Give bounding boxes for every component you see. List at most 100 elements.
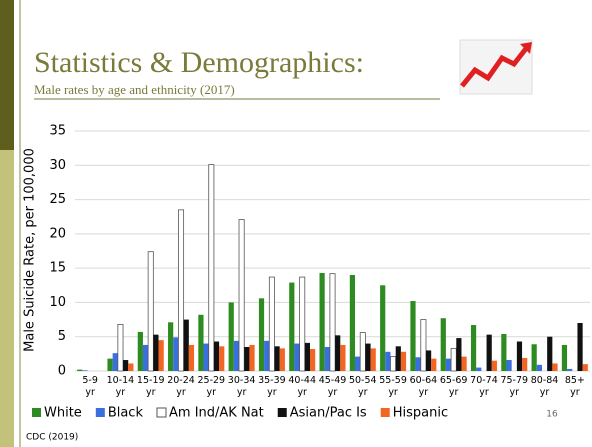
bar (567, 368, 573, 371)
bar (491, 360, 497, 371)
bar (380, 285, 386, 371)
legend-swatch (277, 408, 287, 417)
slide-subtitle: Male rates by age and ethnicity (2017) (34, 82, 235, 97)
bar (582, 364, 588, 371)
bar (506, 360, 512, 371)
legend-label: Black (108, 406, 144, 421)
x-tick-label: 70-74 yr (470, 375, 498, 398)
legend-label: Hispanic (393, 406, 448, 421)
x-tick-label: 60-64 yr (409, 375, 438, 398)
x-tick-label: 10-14 yr (106, 375, 135, 398)
trend-icon (459, 39, 533, 95)
x-tick-label: 35-39 yr (258, 375, 286, 398)
bar (461, 356, 467, 371)
x-tick-label: 85+ yr (564, 375, 585, 398)
bar (244, 347, 250, 371)
bar (188, 344, 195, 371)
bar (137, 331, 143, 371)
bar (208, 164, 215, 372)
bar (274, 346, 280, 371)
x-tick-label: 55-59 yr (379, 375, 407, 398)
y-tick-label: 20 (49, 226, 66, 241)
y-tick-label: 0 (58, 364, 66, 379)
bar (522, 357, 528, 371)
side-bar-light (0, 150, 14, 447)
bar (354, 356, 361, 371)
y-tick-label: 10 (49, 295, 66, 310)
bar (501, 333, 507, 371)
bar (395, 346, 401, 371)
bar (77, 369, 83, 371)
bar (359, 332, 366, 372)
bar (531, 344, 537, 371)
bar (365, 343, 371, 371)
y-tick-label: 30 (49, 158, 66, 173)
bar (470, 325, 477, 371)
bar (178, 209, 185, 372)
legend-label: Am Ind/AK Nat (169, 406, 264, 421)
side-bar-dark (0, 0, 14, 150)
bar (456, 338, 462, 371)
bar (128, 363, 134, 371)
y-tick-label: 5 (58, 329, 66, 344)
legend-label: Asian/Pac Is (290, 406, 367, 421)
slide-number: 16 (546, 410, 558, 420)
x-tick-label: 80-84 yr (530, 375, 559, 398)
bar (279, 348, 285, 371)
source: CDC (2019) (26, 433, 78, 443)
slide-title: Statistics & Demographics: (34, 46, 364, 79)
bar (219, 346, 225, 371)
bar (431, 358, 437, 371)
bar (561, 344, 568, 371)
bar (147, 251, 154, 372)
bar (153, 334, 159, 371)
bar (335, 335, 341, 371)
legend-swatch (156, 407, 167, 418)
x-tick-label: 30-34 yr (227, 375, 256, 398)
bar (213, 341, 220, 371)
legend-swatch (380, 408, 390, 417)
bar (410, 301, 416, 371)
bar (440, 318, 446, 371)
x-tick-label: 5-9 yr (82, 375, 98, 398)
bar (173, 337, 179, 371)
bar (547, 336, 553, 371)
bar (249, 344, 255, 371)
bar (123, 360, 129, 371)
x-tick-label: 50-54 yr (348, 375, 377, 398)
bar (299, 276, 306, 372)
legend-swatch (95, 408, 105, 417)
bar (400, 351, 407, 371)
bar (516, 341, 523, 371)
bar (258, 298, 265, 371)
x-tick-label: 45-49 yr (318, 375, 347, 398)
bar (324, 347, 330, 371)
bar (304, 342, 311, 371)
legend-label: White (44, 406, 82, 421)
bar (203, 343, 209, 371)
bar (82, 370, 88, 371)
bar (425, 350, 432, 371)
bar (486, 334, 492, 371)
bar (294, 343, 300, 371)
legend-swatch (32, 408, 41, 417)
x-tick-label: 25-29 yr (197, 375, 226, 398)
bar (445, 358, 452, 371)
x-tick-label: 65-69 yr (439, 375, 468, 398)
bar (168, 322, 174, 371)
bar (536, 364, 542, 371)
bar (264, 340, 270, 371)
bar (228, 302, 234, 371)
bar (420, 319, 427, 372)
bar (329, 273, 336, 372)
y-axis-label: Male Suicide Rate, per 100,000 (23, 148, 38, 352)
x-tick-label: 20-24 yr (167, 375, 195, 398)
x-tick-label: 40-44 yr (288, 375, 316, 398)
bar (319, 272, 325, 371)
y-tick-label: 35 (49, 124, 66, 139)
x-tick-label: 75-79 yr (500, 375, 529, 398)
bar (310, 349, 316, 371)
bar (238, 219, 245, 372)
bar (340, 344, 346, 371)
